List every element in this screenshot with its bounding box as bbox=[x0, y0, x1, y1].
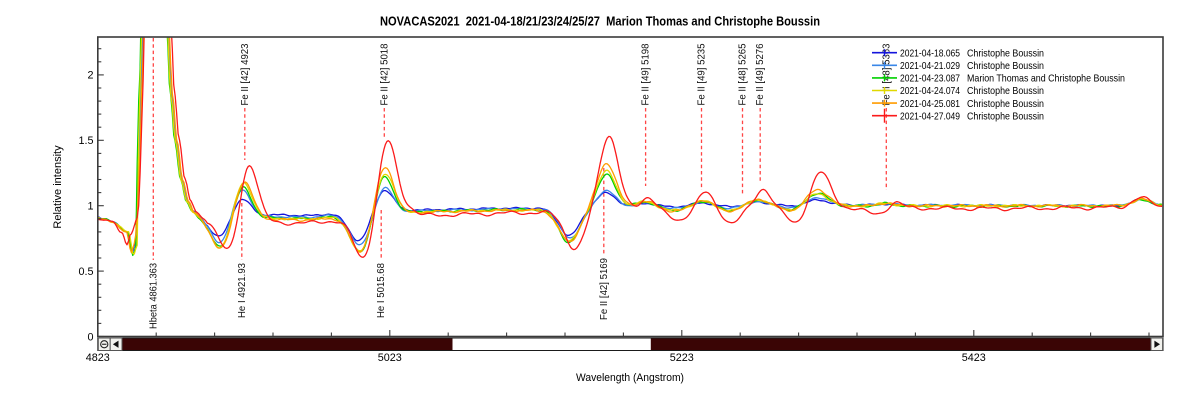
svg-text:Fe II [49] 5198: Fe II [49] 5198 bbox=[641, 43, 652, 105]
svg-text:4823: 4823 bbox=[86, 352, 110, 364]
svg-text:He I 5015.68: He I 5015.68 bbox=[376, 263, 387, 318]
svg-text:5423: 5423 bbox=[962, 352, 986, 364]
svg-text:Christophe Boussin: Christophe Boussin bbox=[967, 86, 1044, 97]
svg-text:Relative intensity: Relative intensity bbox=[52, 145, 64, 229]
svg-text:Christophe Boussin: Christophe Boussin bbox=[967, 111, 1044, 122]
svg-text:Hbeta 4861.363: Hbeta 4861.363 bbox=[148, 263, 159, 329]
svg-text:Wavelength (Angstrom): Wavelength (Angstrom) bbox=[576, 372, 684, 384]
svg-text:0: 0 bbox=[87, 331, 93, 343]
svg-text:1: 1 bbox=[87, 201, 93, 213]
svg-text:Fe II [48] 5363: Fe II [48] 5363 bbox=[881, 43, 892, 105]
svg-text:Christophe Boussin: Christophe Boussin bbox=[967, 99, 1044, 110]
svg-text:NOVACAS2021 2021-04-18/21/23/: NOVACAS2021 2021-04-18/21/23/24/25/27 Ma… bbox=[380, 15, 820, 29]
svg-text:0.5: 0.5 bbox=[78, 266, 93, 278]
svg-text:2021-04-24.074: 2021-04-24.074 bbox=[900, 86, 960, 97]
svg-text:2021-04-18.065: 2021-04-18.065 bbox=[900, 48, 960, 59]
svg-text:Fe II [42] 5018: Fe II [42] 5018 bbox=[379, 43, 390, 105]
svg-text:1.5: 1.5 bbox=[78, 135, 93, 147]
svg-text:He I 4921.93: He I 4921.93 bbox=[237, 263, 248, 318]
svg-text:Fe II [49] 5276: Fe II [49] 5276 bbox=[755, 43, 766, 105]
svg-text:Fe II [48] 5265: Fe II [48] 5265 bbox=[738, 43, 749, 105]
svg-text:5223: 5223 bbox=[670, 352, 694, 364]
svg-text:Christophe Boussin: Christophe Boussin bbox=[967, 48, 1044, 59]
svg-text:Fe II [42] 4923: Fe II [42] 4923 bbox=[240, 43, 251, 105]
svg-text:5023: 5023 bbox=[378, 352, 402, 364]
svg-text:2021-04-27.049: 2021-04-27.049 bbox=[900, 111, 960, 122]
svg-text:2021-04-21.029: 2021-04-21.029 bbox=[900, 61, 960, 72]
svg-text:2: 2 bbox=[87, 70, 93, 82]
svg-text:2021-04-25.081: 2021-04-25.081 bbox=[900, 99, 960, 110]
svg-text:Fe II [42] 5169: Fe II [42] 5169 bbox=[599, 258, 610, 320]
svg-text:Christophe Boussin: Christophe Boussin bbox=[967, 61, 1044, 72]
svg-text:Marion Thomas and Christophe B: Marion Thomas and Christophe Boussin bbox=[967, 74, 1125, 85]
svg-text:Fe II [49] 5235: Fe II [49] 5235 bbox=[697, 43, 708, 105]
svg-text:2021-04-23.087: 2021-04-23.087 bbox=[900, 74, 960, 85]
